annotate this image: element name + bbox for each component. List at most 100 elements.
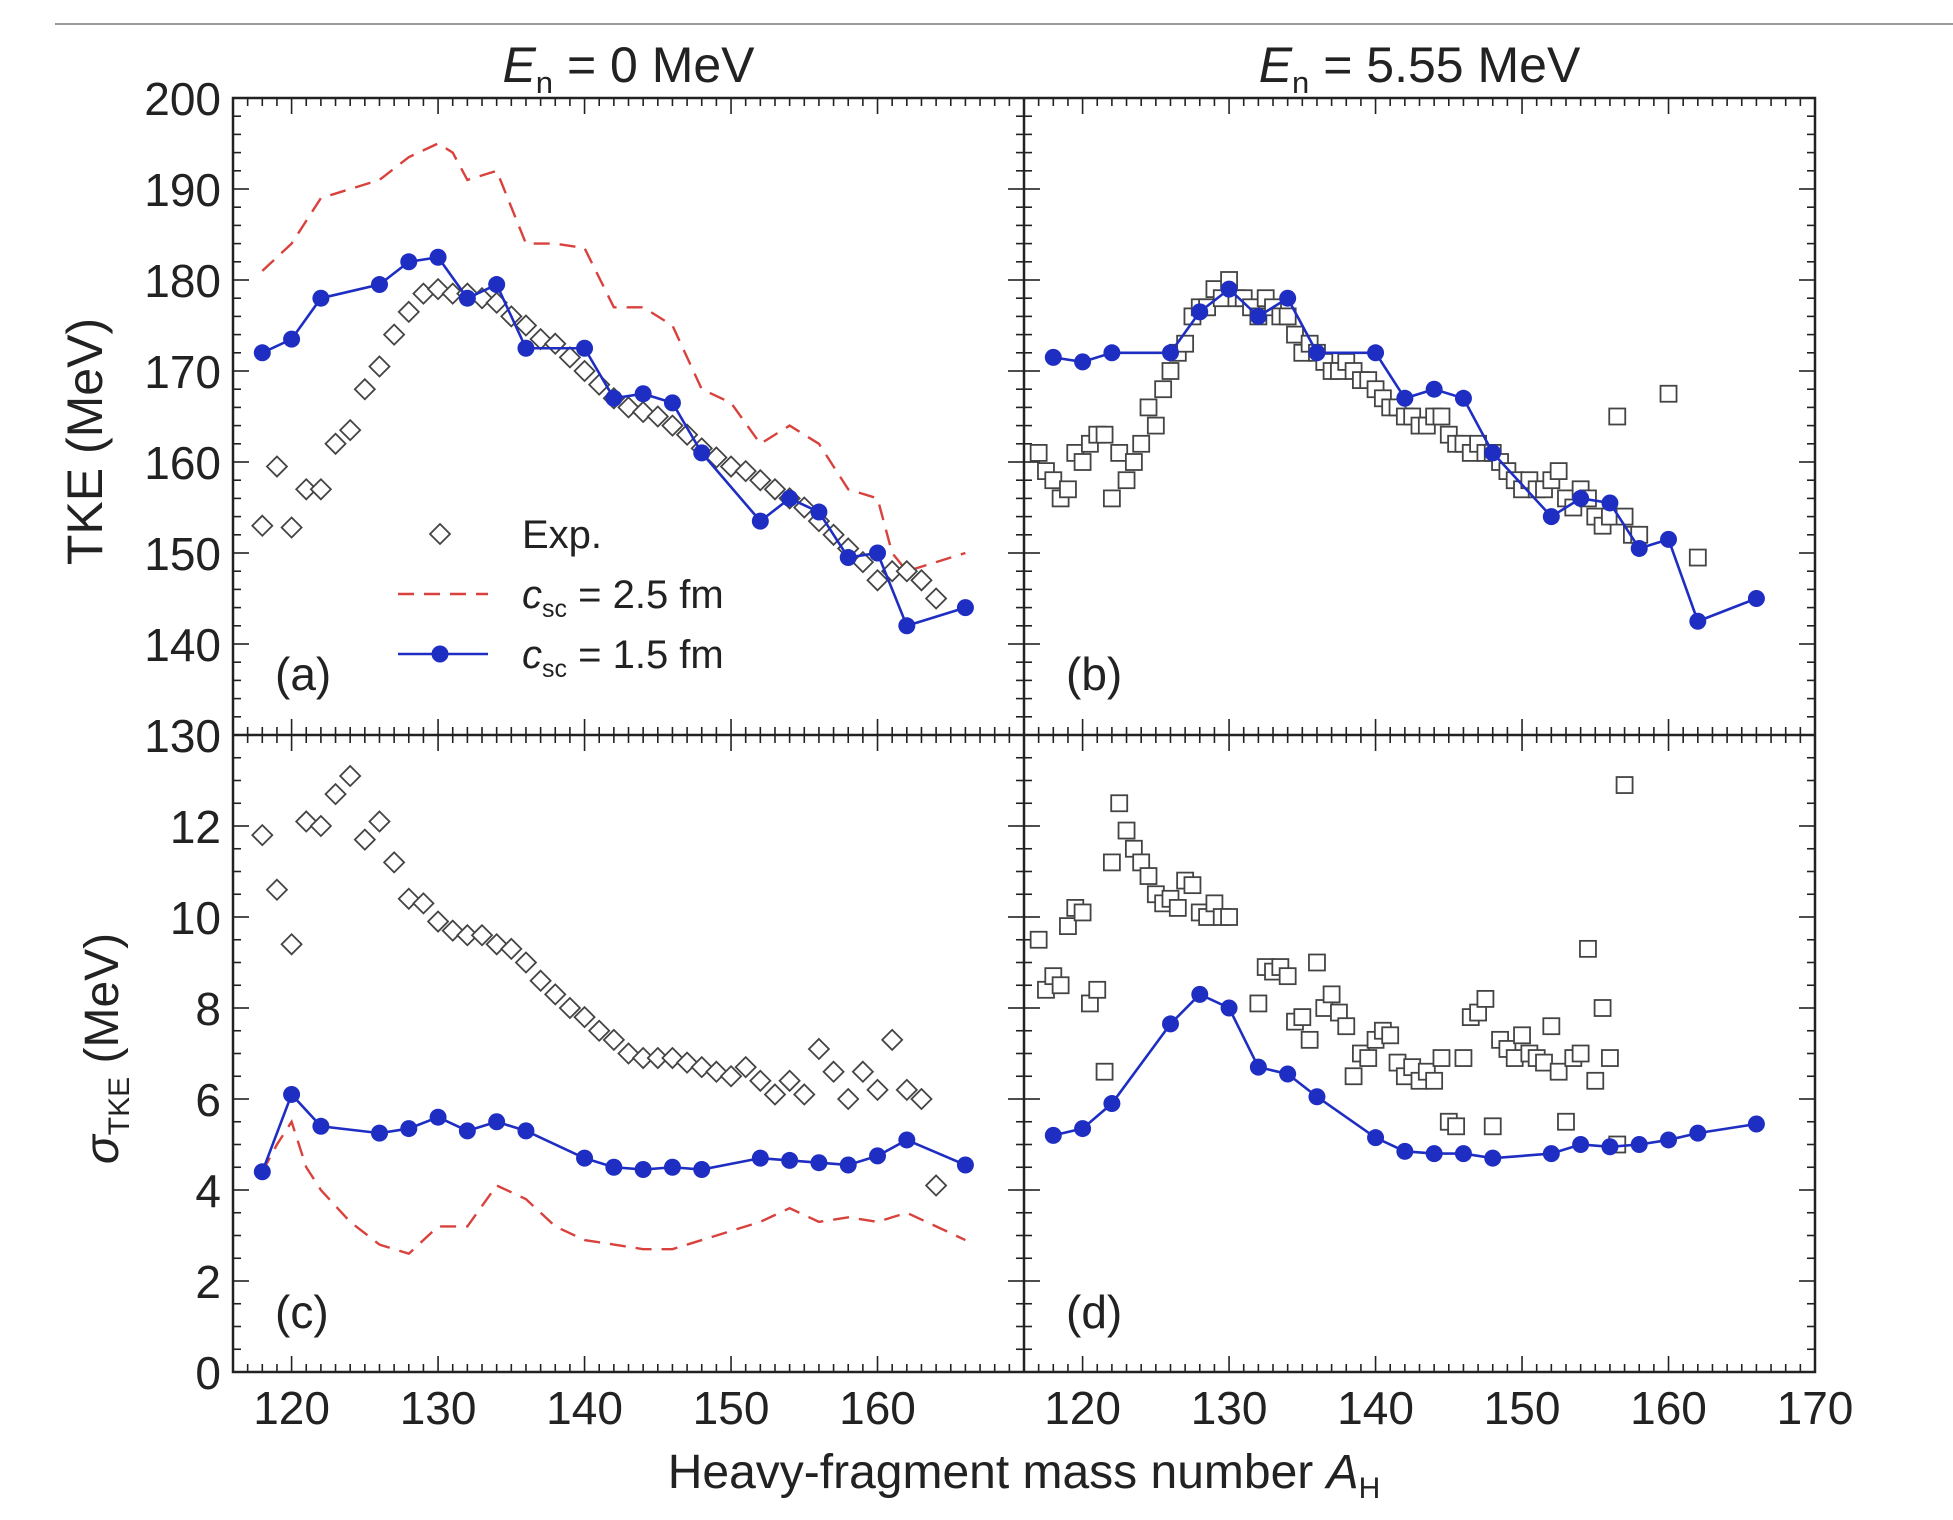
model-1-5-point	[1747, 1115, 1765, 1133]
model-1-5-point	[1542, 1145, 1560, 1163]
model-1-5-point	[429, 248, 447, 266]
model-1-5-point	[1396, 1142, 1414, 1160]
model-1-5-point	[312, 289, 330, 307]
model-1-5-point	[1689, 612, 1707, 630]
exp-diamond-marker	[910, 1087, 933, 1111]
exp-diamond-marker	[353, 377, 377, 401]
exp-square-marker	[1029, 443, 1048, 462]
exp-square-marker	[1359, 1049, 1378, 1067]
exp-square-marker	[1586, 1071, 1605, 1090]
model-1-5-point	[283, 330, 301, 348]
exp-diamond-marker	[763, 478, 787, 501]
legend: Exp. csc = 2.5 fm csc = 1.5 fm	[398, 513, 724, 683]
model-1-5-point	[869, 544, 887, 562]
model-1-5-point	[1454, 1145, 1472, 1163]
exp-diamond-marker	[778, 1069, 801, 1093]
exp-diamond-marker	[309, 814, 333, 838]
exp-square-marker	[1535, 1053, 1553, 1072]
model-1-5-point	[956, 1156, 974, 1174]
exp-diamond-marker	[368, 810, 391, 833]
model-1-5-point	[429, 1108, 447, 1126]
model-1-5-point	[781, 489, 799, 507]
exp-square-marker	[1073, 453, 1092, 471]
model-1-5-point	[898, 1131, 916, 1149]
exp-square-marker	[1044, 471, 1063, 490]
y-axis-label-top: TKE (MeV)	[57, 318, 113, 565]
exp-diamond-marker	[338, 418, 362, 442]
exp-diamond-marker	[514, 314, 538, 337]
y-tick-label: 150	[144, 528, 221, 580]
exp-square-marker	[1146, 416, 1165, 435]
model-1-5-point	[283, 1085, 301, 1103]
exp-square-marker	[1454, 1049, 1473, 1067]
exp-square-marker	[1220, 908, 1238, 926]
model-1-5-point	[576, 1149, 594, 1167]
exp-diamond-marker	[368, 355, 391, 378]
model-1-5-point	[517, 339, 535, 357]
model-1-5-point	[576, 339, 594, 357]
model-1-5-point	[488, 1113, 506, 1131]
exp-diamond-marker	[251, 514, 274, 537]
model-1-5-point	[400, 1120, 418, 1138]
exp-square-marker	[1168, 899, 1187, 917]
model-1-5-point	[1249, 1058, 1267, 1076]
exp-square-marker	[1139, 867, 1158, 885]
legend-entry-1: Exp.	[522, 513, 602, 557]
x-tick-label: 140	[1337, 1382, 1414, 1434]
exp-diamond-marker	[280, 933, 303, 956]
exp-square-marker	[1110, 794, 1129, 813]
exp-square-marker	[1322, 985, 1341, 1004]
model-1-5-point	[1161, 1015, 1179, 1033]
y-tick-label: 8	[195, 983, 221, 1035]
y-tick-label: 6	[195, 1074, 221, 1126]
y-tick-label: 10	[170, 892, 221, 944]
exp-diamond-marker	[382, 851, 406, 874]
exp-square-marker	[1088, 980, 1107, 999]
model-1-5-point	[1454, 389, 1472, 407]
model-1-5-point	[370, 1124, 388, 1142]
exp-diamond-marker	[397, 300, 421, 324]
exp-diamond-marker	[426, 910, 450, 933]
panel-label: (b)	[1066, 648, 1122, 700]
panel-b	[1029, 271, 1765, 630]
exp-diamond-marker	[324, 782, 347, 806]
exp-square-marker	[1095, 1062, 1114, 1081]
exp-square-marker	[1059, 480, 1077, 499]
panel-a	[251, 142, 974, 635]
exp-square-marker	[1278, 307, 1297, 326]
x-tick-label: 130	[1191, 1382, 1268, 1434]
model-1-5-point	[1484, 444, 1502, 462]
exp-diamond-marker	[631, 1046, 655, 1070]
exp-square-marker	[1432, 407, 1451, 426]
exp-square-marker	[1124, 453, 1143, 471]
exp-diamond-marker	[265, 878, 289, 901]
model-1-5-point	[839, 549, 857, 567]
model-1-5-point	[1191, 303, 1209, 321]
exp-diamond-marker	[749, 1069, 772, 1093]
model-1-5-point	[605, 1158, 623, 1176]
exp-square-marker	[1476, 990, 1495, 1008]
exp-diamond-marker	[587, 1019, 611, 1043]
exp-square-marker	[1549, 462, 1568, 481]
exp-diamond-marker	[822, 1060, 845, 1083]
model-1-5-point	[1601, 1138, 1619, 1156]
exp-diamond-marker	[866, 1078, 889, 1102]
x-tick-label: 170	[1777, 1382, 1854, 1434]
model-1-5-point	[634, 1161, 652, 1179]
model-1-5-point	[488, 276, 506, 294]
exp-square-marker	[1688, 548, 1707, 567]
model-1-5-point	[458, 1122, 476, 1140]
exp-square-marker	[1615, 776, 1634, 794]
model-1-5-point	[869, 1147, 887, 1165]
exp-diamond-marker	[441, 282, 464, 305]
exp-diamond-marker	[924, 1174, 948, 1197]
x-tick-label: 150	[693, 1382, 770, 1434]
exp-square-marker	[1161, 362, 1180, 380]
panel-label: (c)	[275, 1286, 329, 1338]
model-1-5-point	[1396, 389, 1414, 407]
exp-square-marker	[1110, 443, 1129, 462]
x-tick-label: 130	[400, 1382, 477, 1434]
model-1-5-point	[370, 276, 388, 294]
model-1-5-point	[1191, 985, 1209, 1003]
